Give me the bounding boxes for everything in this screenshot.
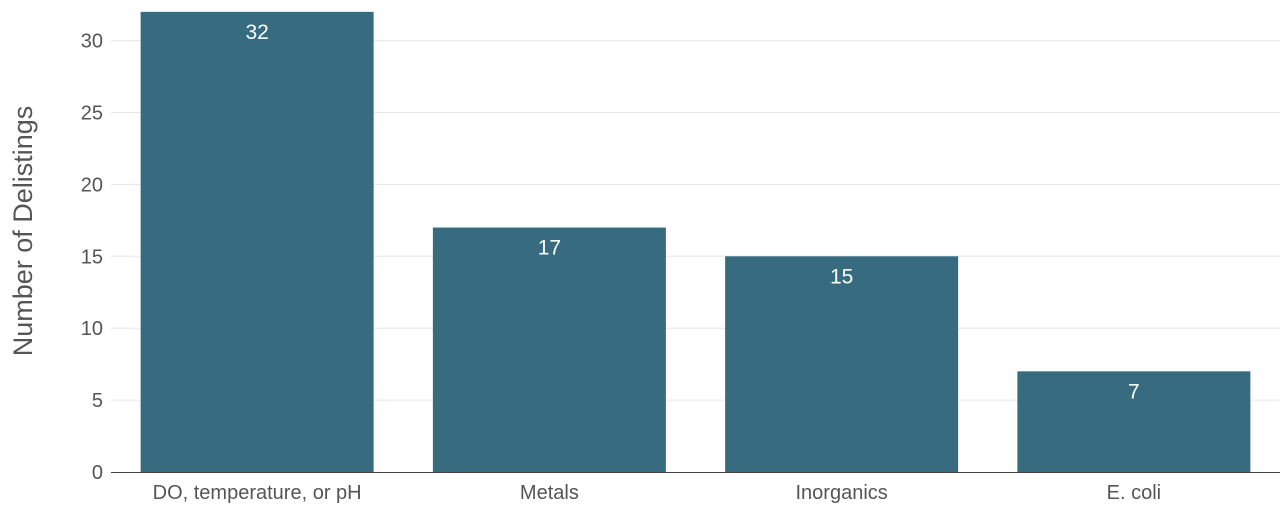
y-tick-label: 20 [81, 174, 103, 196]
bar [432, 227, 666, 472]
bars [140, 11, 1251, 473]
bar [1017, 371, 1251, 472]
y-tick-label: 10 [81, 318, 103, 340]
x-tick-label: Metals [520, 482, 579, 504]
y-axis-title: Number of Delistings [8, 106, 38, 357]
bar-value-label: 32 [245, 21, 268, 44]
y-tick-label: 30 [81, 31, 103, 53]
y-tick-label: 25 [81, 103, 103, 125]
bar [140, 11, 374, 473]
bar-value-label: 17 [538, 237, 561, 260]
x-tick-label: E. coli [1107, 482, 1161, 504]
bar-value-label: 7 [1128, 380, 1140, 403]
y-axis-ticks: 0 5 10 15 20 25 30 [81, 31, 103, 484]
y-tick-label: 5 [92, 390, 103, 412]
y-tick-label: 0 [92, 462, 103, 484]
bar-value-label: 15 [830, 265, 853, 288]
x-axis-ticks: DO, temperature, or pH Metals Inorganics E.… [153, 482, 1161, 504]
x-tick-label: DO, temperature, or pH [153, 482, 362, 504]
x-tick-label: Inorganics [795, 482, 887, 504]
bar [725, 256, 959, 472]
data-labels: 32 17 15 7 [245, 21, 1140, 403]
y-tick-label: 15 [81, 246, 103, 268]
